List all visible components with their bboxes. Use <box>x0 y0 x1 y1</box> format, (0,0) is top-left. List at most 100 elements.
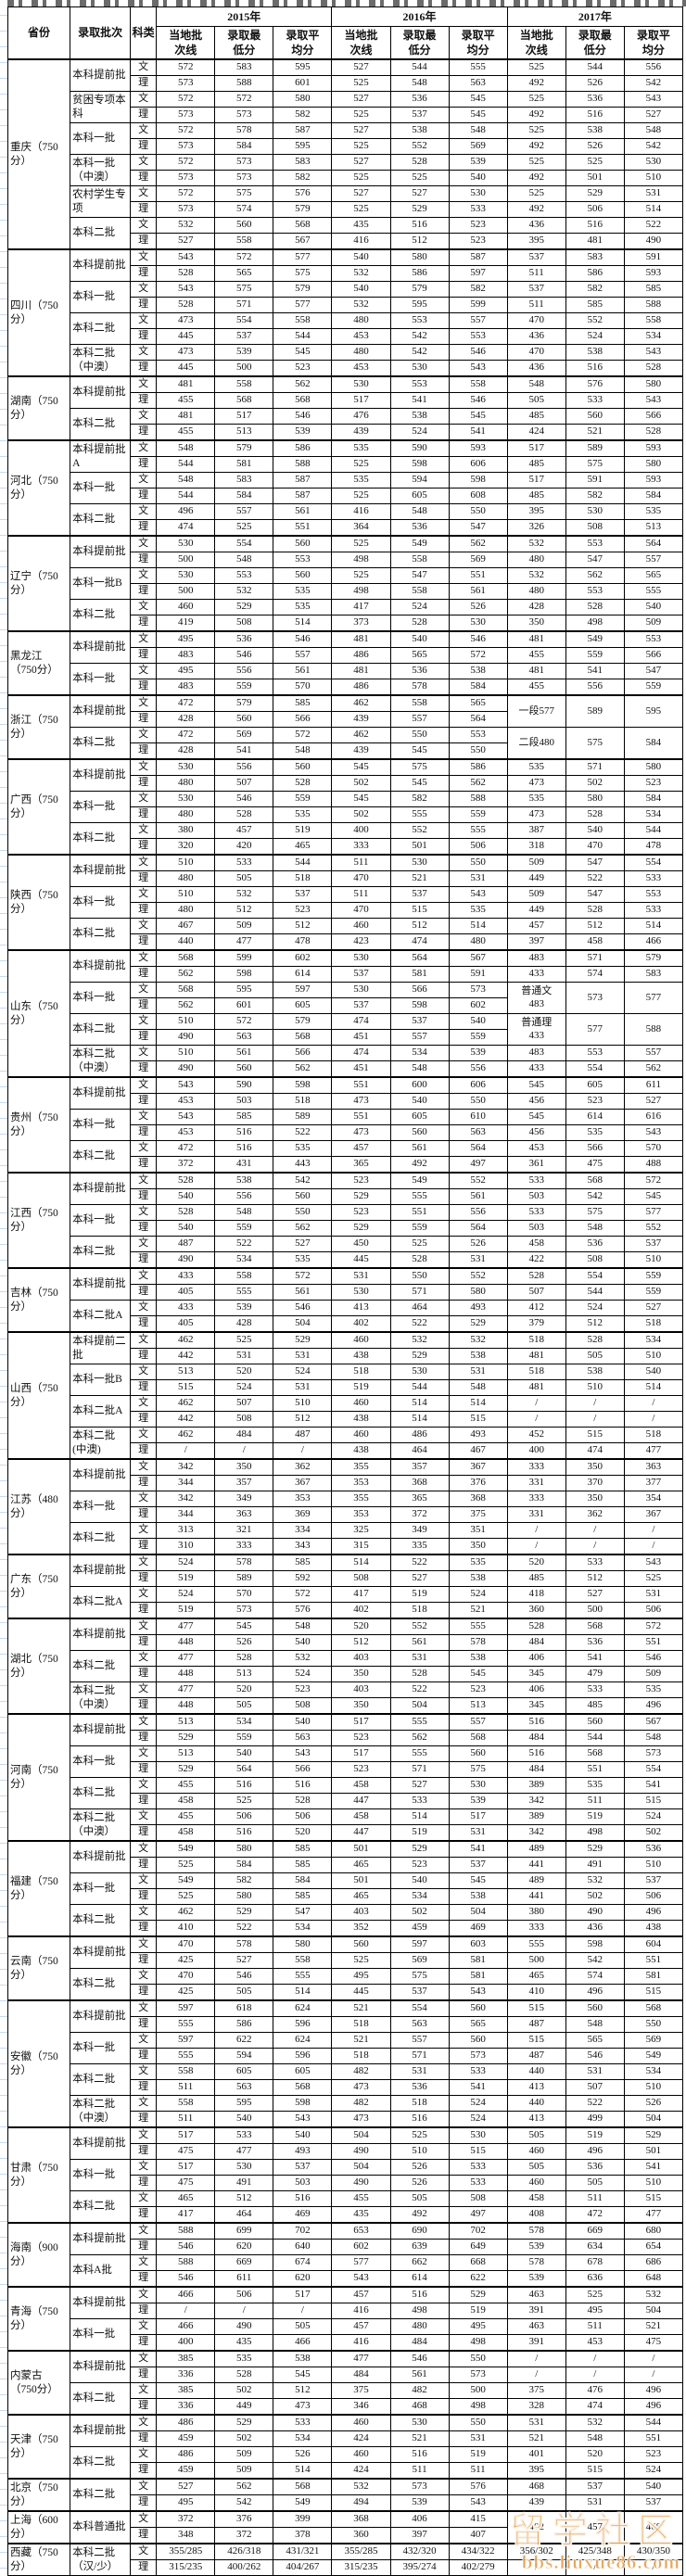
score-cell: 504 <box>273 1315 333 1333</box>
score-cell: 506 <box>565 201 625 218</box>
score-cell: 355/285 <box>331 2543 391 2560</box>
score-cell: 502 <box>214 2430 274 2447</box>
score-cell: 553 <box>448 727 508 743</box>
score-cell: 537 <box>273 886 333 903</box>
score-cell: 525 <box>623 1570 684 1587</box>
score-cell: 333 <box>331 838 391 856</box>
score-cell: 533 <box>623 870 684 887</box>
subject-cell: 文 <box>130 1458 158 1476</box>
score-cell: 504 <box>623 2303 684 2319</box>
score-cell: 577 <box>565 1013 625 1046</box>
score-cell: 573 <box>623 1745 684 1762</box>
table-row: 本科二批文 477 528 532 403 531 538 406 541 546 <box>8 1650 684 1682</box>
score-cell: 435 <box>331 217 391 234</box>
score-cell: 585 <box>565 297 625 313</box>
score-cell: 363 <box>214 1506 274 1523</box>
score-cell: 571 <box>389 2048 450 2064</box>
score-cell: 310 <box>156 1538 216 1555</box>
score-cell: 525 <box>331 138 391 155</box>
score-cell: 510 <box>565 1379 625 1396</box>
subject-cell: 文 <box>130 630 158 648</box>
subject-cell: 理 <box>130 1348 158 1364</box>
score-cell: 418 <box>506 1586 566 1603</box>
score-cell: 572 <box>623 1172 684 1189</box>
score-cell: 492 <box>389 1156 450 1174</box>
score-cell: 530 <box>389 360 450 377</box>
score-cell: 534 <box>389 1045 450 1061</box>
score-cell: 573 <box>156 75 216 92</box>
score-cell: 511 <box>565 2190 625 2207</box>
score-cell: 537 <box>389 1013 450 1030</box>
table-row: 理 459 502 534 424 521 531 521 548 551 <box>8 2430 684 2447</box>
score-cell: 550 <box>389 1267 450 1285</box>
score-cell: 573 <box>214 154 274 171</box>
score-cell: 586 <box>448 758 508 776</box>
score-cell: 556 <box>214 758 274 776</box>
score-cell: 535 <box>623 1681 684 1698</box>
score-cell: 584 <box>448 679 508 696</box>
score-cell: 514 <box>389 1395 450 1412</box>
score-cell: / <box>565 1411 625 1428</box>
subject-cell: 文 <box>130 1013 158 1030</box>
score-cell: 547 <box>565 854 625 871</box>
subject-cell: 文 <box>130 1236 158 1252</box>
score-cell: 552 <box>389 1618 450 1635</box>
score-cell: 502 <box>565 1888 625 1905</box>
subject-cell: 理 <box>130 1442 158 1460</box>
score-cell: 512 <box>214 902 274 919</box>
score-cell: 571 <box>389 1761 450 1778</box>
score-cell: 699 <box>214 2222 274 2240</box>
score-cell: 582 <box>214 1872 274 1889</box>
batch-cell: 本科提前批 <box>70 630 132 664</box>
score-cell: 436 <box>506 217 566 234</box>
score-cell: 523 <box>448 217 508 234</box>
score-cell: 572 <box>448 647 508 664</box>
score-cell: 495 <box>565 2303 625 2319</box>
score-cell: 558 <box>389 694 450 712</box>
score-cell: 554 <box>565 1060 625 1078</box>
score-cell: 531 <box>448 1364 508 1380</box>
score-cell: 513 <box>448 1697 508 1715</box>
score-cell: 527 <box>273 1236 333 1252</box>
score-cell: 526 <box>565 138 625 155</box>
score-cell: 453 <box>506 1140 566 1157</box>
subject-cell: 文 <box>130 1522 158 1539</box>
score-cell: 563 <box>448 75 508 92</box>
score-cell: 510 <box>156 854 216 871</box>
score-cell: 563 <box>389 2016 450 2033</box>
score-cell: 476 <box>331 408 391 425</box>
score-cell: 455 <box>331 2190 391 2207</box>
score-cell: 484 <box>331 2367 391 2383</box>
score-cell: 416 <box>331 233 391 250</box>
score-cell: 526 <box>389 2175 450 2191</box>
score-cell: 584 <box>214 138 274 155</box>
score-cell: 527 <box>156 233 216 250</box>
subject-cell: 理 <box>130 742 158 760</box>
score-cell: 496 <box>565 2143 625 2160</box>
score-cell: 504 <box>389 1697 450 1715</box>
subject-cell: 理 <box>130 297 158 313</box>
score-cell: 542 <box>623 138 684 155</box>
score-cell: 567 <box>448 949 508 967</box>
score-cell: 457 <box>331 1140 391 1157</box>
score-cell: 540 <box>389 1093 450 1110</box>
score-cell: 533 <box>214 2126 274 2144</box>
score-cell: 524 <box>448 2111 508 2128</box>
score-cell: 597 <box>156 1999 216 2017</box>
score-cell: 470 <box>331 902 391 919</box>
score-cell: 518 <box>506 1331 566 1349</box>
score-cell: 485 <box>506 1570 566 1587</box>
score-cell: 572 <box>273 1586 333 1603</box>
score-cell: 460 <box>506 2175 566 2191</box>
score-cell: 568 <box>156 949 216 967</box>
subject-cell: 文 <box>130 1045 158 1061</box>
score-cell: 588 <box>623 1013 684 1046</box>
batch-cell: 本科提前批 <box>70 1172 132 1205</box>
table-row: 本科一批文 510 532 537 511 537 543 509 547 553 <box>8 886 684 919</box>
score-cell: 439 <box>331 424 391 441</box>
score-cell: 353 <box>331 1506 391 1523</box>
score-cell: 552 <box>389 138 450 155</box>
score-cell: 622 <box>448 2270 508 2288</box>
batch-cell: 本科二批 <box>70 2063 132 2096</box>
score-cell: 583 <box>623 966 684 983</box>
